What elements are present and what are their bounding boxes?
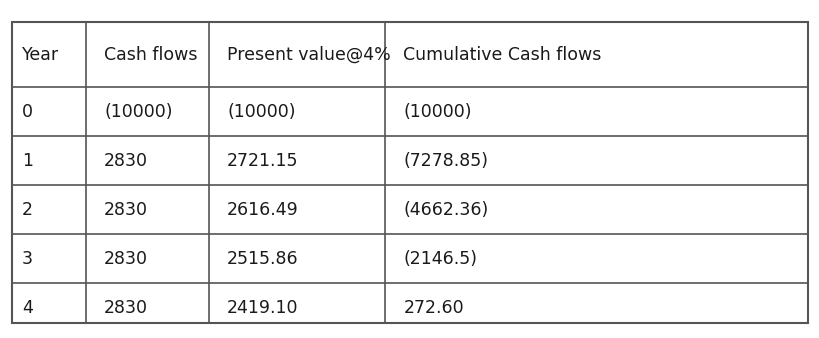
Text: Year: Year bbox=[22, 46, 59, 64]
Text: 2419.10: 2419.10 bbox=[227, 299, 298, 317]
Text: 4: 4 bbox=[22, 299, 33, 317]
Text: 3: 3 bbox=[22, 250, 33, 268]
Text: 272.60: 272.60 bbox=[403, 299, 464, 317]
Text: 2616.49: 2616.49 bbox=[227, 201, 299, 219]
Text: 2515.86: 2515.86 bbox=[227, 250, 298, 268]
Text: (2146.5): (2146.5) bbox=[403, 250, 477, 268]
Text: (10000): (10000) bbox=[227, 103, 296, 121]
Text: Cumulative Cash flows: Cumulative Cash flows bbox=[403, 46, 601, 64]
Text: Present value@4%: Present value@4% bbox=[227, 46, 391, 64]
Text: (4662.36): (4662.36) bbox=[403, 201, 488, 219]
Text: (7278.85): (7278.85) bbox=[403, 152, 488, 170]
Text: 1: 1 bbox=[22, 152, 33, 170]
Text: 2830: 2830 bbox=[104, 201, 148, 219]
Text: Cash flows: Cash flows bbox=[104, 46, 197, 64]
Text: 2721.15: 2721.15 bbox=[227, 152, 298, 170]
Text: 2830: 2830 bbox=[104, 152, 148, 170]
Text: 2830: 2830 bbox=[104, 299, 148, 317]
Text: 2: 2 bbox=[22, 201, 33, 219]
Text: 0: 0 bbox=[22, 103, 33, 121]
Text: 2830: 2830 bbox=[104, 250, 148, 268]
Text: (10000): (10000) bbox=[104, 103, 173, 121]
Text: (10000): (10000) bbox=[403, 103, 472, 121]
